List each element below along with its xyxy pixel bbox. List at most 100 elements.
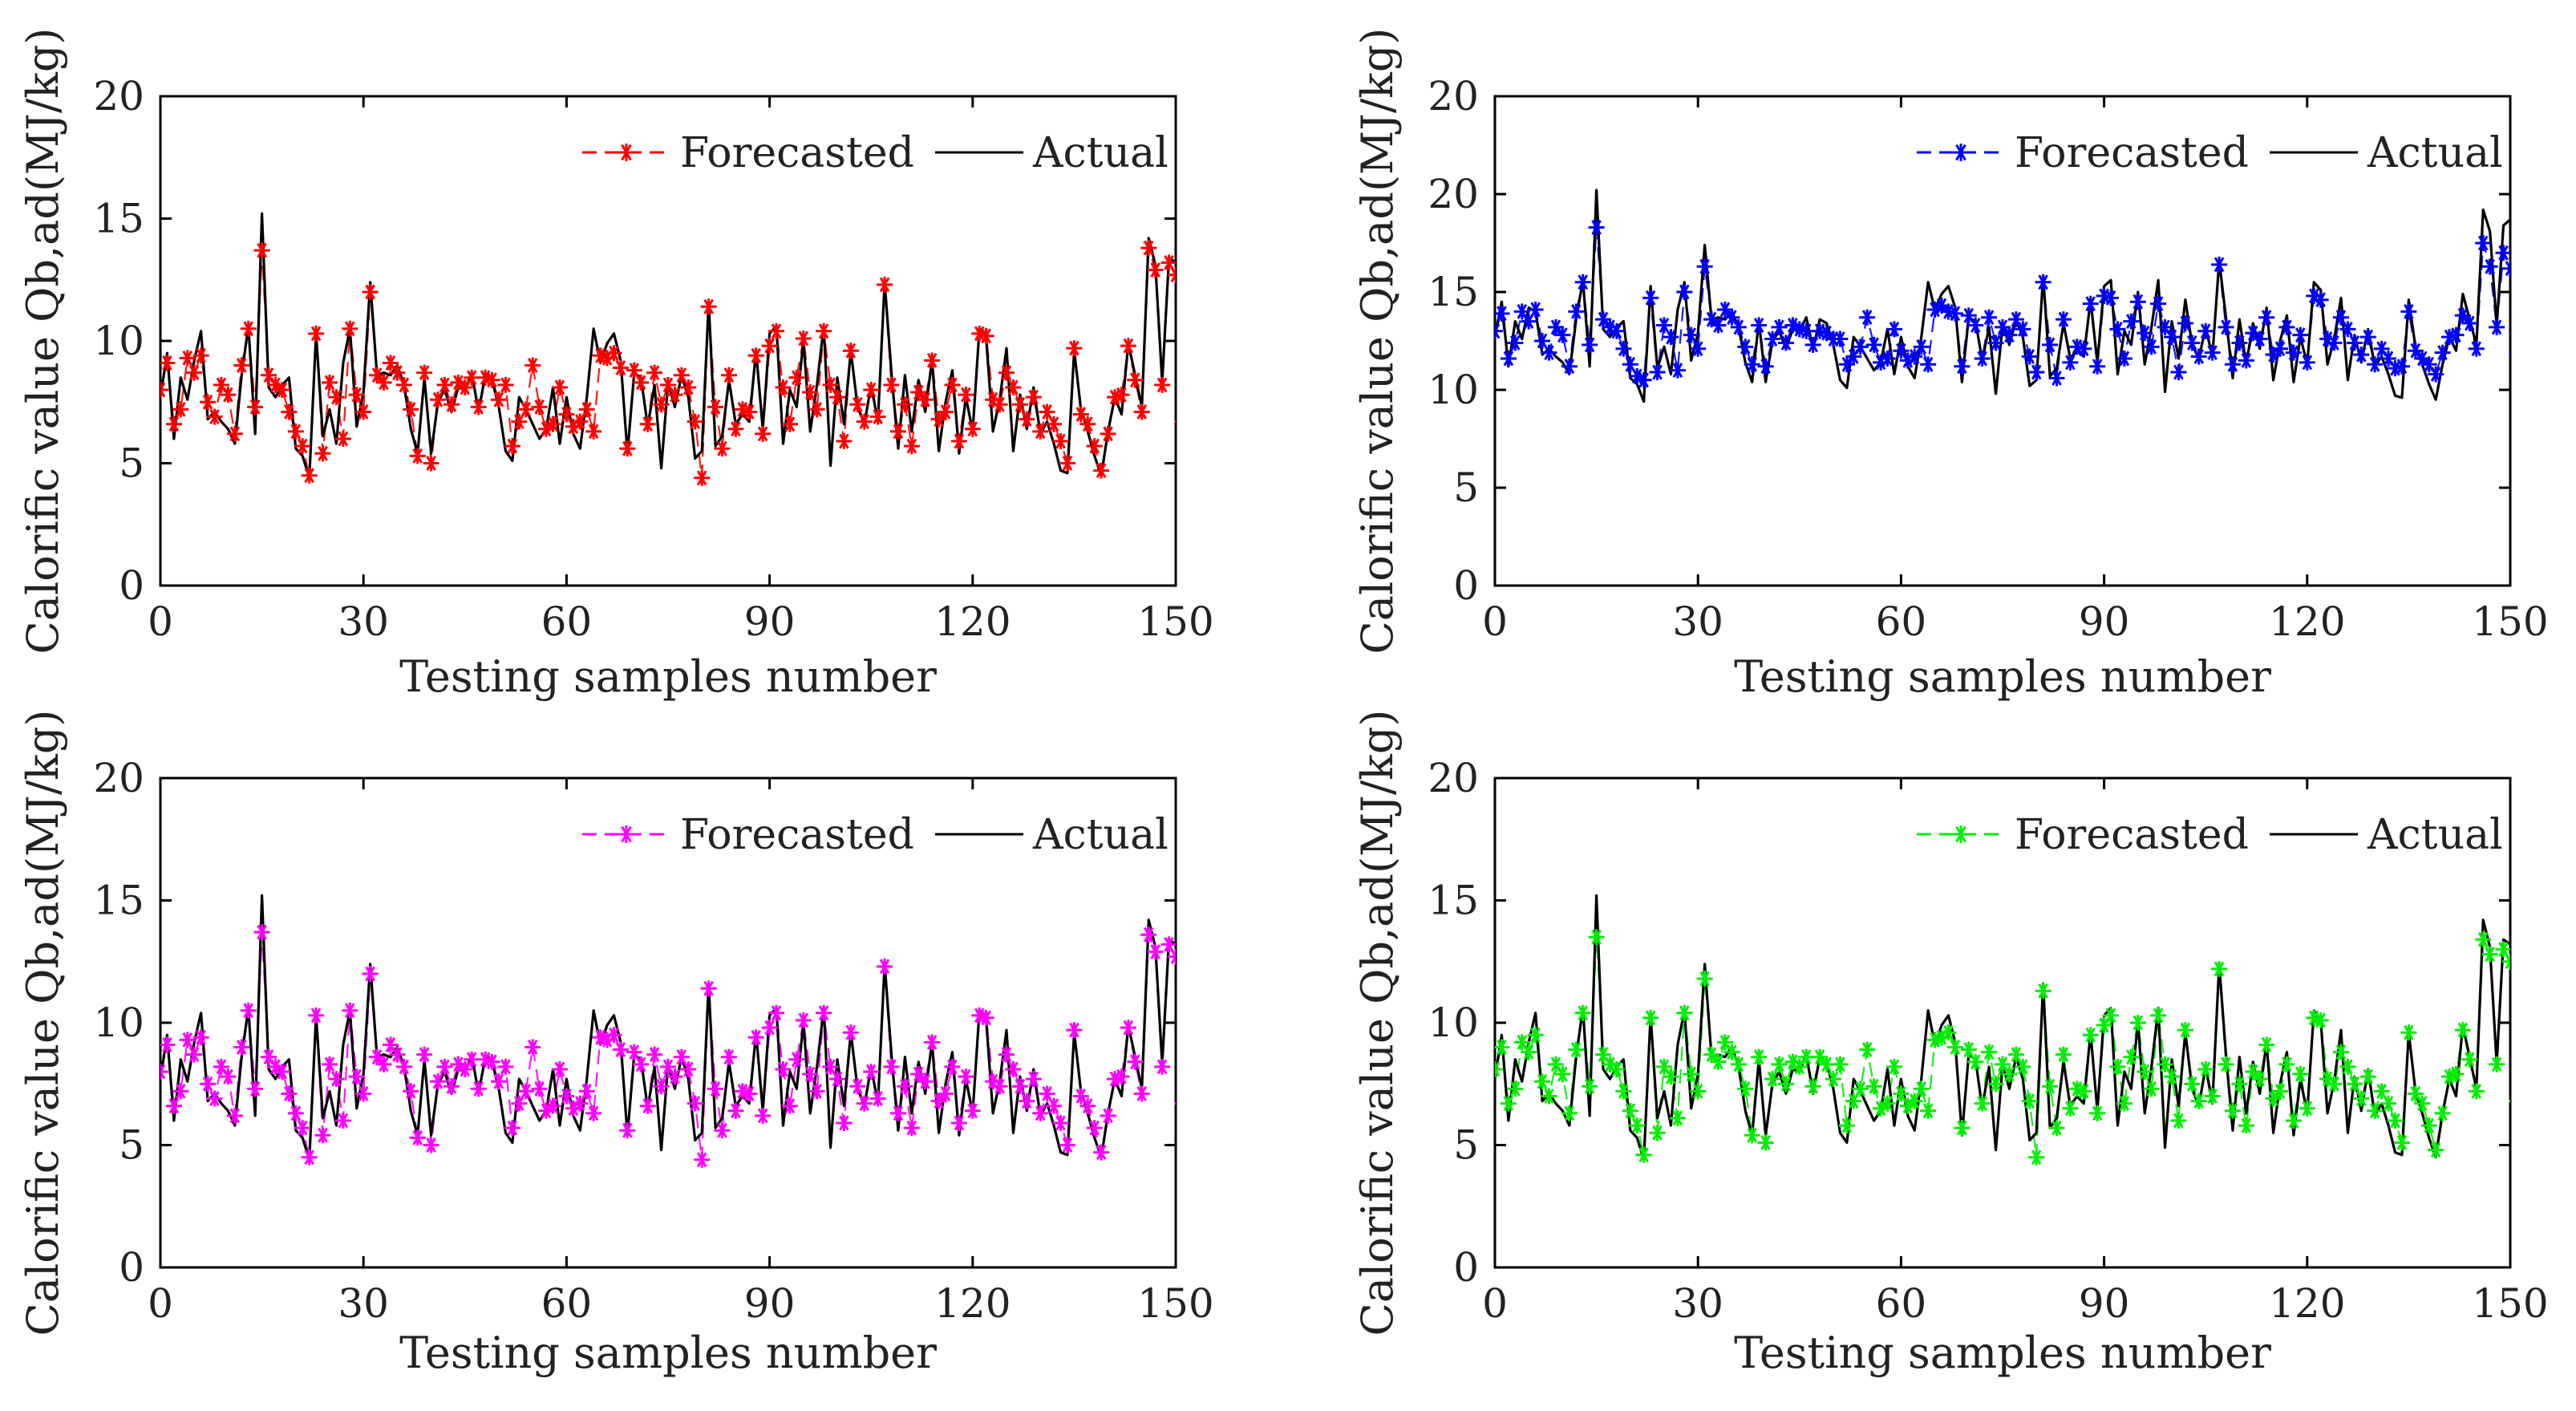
forecasted-point [1771, 318, 1788, 335]
forecasted-point [2177, 1022, 2193, 1039]
forecasted-point [2251, 1071, 2268, 1088]
forecasted-point [1946, 305, 1963, 322]
forecasted-point [1052, 1115, 1069, 1132]
plot-content [160, 212, 1176, 486]
legend-actual-label: Actual [1032, 811, 1169, 859]
legend-forecasted-label: Forecasted [680, 129, 914, 177]
forecasted-point [1777, 335, 1794, 351]
forecasted-point [646, 364, 663, 381]
forecasted-point [2028, 364, 2045, 381]
forecasted-point [1588, 929, 1605, 946]
forecasted-point [2042, 1078, 2059, 1095]
forecasted-point [1716, 301, 1733, 318]
forecasted-point [2441, 1068, 2458, 1085]
forecasted-point [179, 350, 196, 367]
forecasted-point [1981, 1044, 1998, 1060]
forecasted-point [1913, 1081, 1930, 1097]
forecasted-point [267, 1058, 284, 1075]
forecasted-point [2454, 1022, 2471, 1039]
forecasted-point [1771, 1056, 1788, 1072]
forecasted-point [2028, 1149, 2045, 1166]
forecasted-point [2129, 1015, 2146, 1031]
forecasted-point [1818, 325, 1835, 342]
forecasted-point [2468, 1083, 2485, 1100]
forecasted-point [1615, 1083, 1632, 1100]
forecasted-point [802, 1066, 819, 1083]
series-actual-line [160, 894, 1176, 1162]
forecasted-point [2076, 340, 2092, 357]
forecasted-point [2082, 295, 2099, 312]
forecasted-point [1960, 307, 1977, 324]
forecasted-point [1649, 1125, 1666, 1141]
forecasted-point [761, 338, 778, 355]
x-tick-label: 60 [541, 1280, 593, 1327]
forecasted-point [714, 440, 731, 457]
forecasted-point [2285, 1113, 2302, 1129]
forecasted-point [160, 382, 168, 398]
forecasted-point [958, 387, 974, 403]
forecasted-point [930, 411, 947, 428]
forecasted-point [1561, 1105, 1578, 1121]
forecasted-point [2007, 1046, 2024, 1063]
forecasted-point [2346, 1076, 2363, 1093]
forecasted-point [2489, 1056, 2505, 1072]
forecasted-point [342, 320, 358, 337]
forecasted-point [2502, 260, 2510, 277]
forecasted-point [375, 1056, 392, 1072]
forecasted-point [1154, 1058, 1171, 1075]
forecasted-point [525, 357, 541, 374]
forecasted-point [1025, 389, 1042, 406]
forecasted-point [2021, 348, 2038, 365]
forecasted-point [1920, 1102, 1937, 1119]
forecasted-point [2116, 350, 2132, 367]
forecasted-point [2224, 356, 2241, 373]
x-tick-label: 30 [1672, 1280, 1723, 1327]
x-tick-label: 150 [1137, 598, 1213, 645]
forecasted-point [2190, 348, 2207, 365]
forecasted-point [348, 1068, 365, 1085]
forecasted-point [2109, 1058, 2126, 1075]
forecasted-point [1635, 1146, 1652, 1163]
forecasted-point [206, 408, 223, 425]
forecasted-point [2055, 1046, 2072, 1063]
forecasted-point [1595, 311, 1612, 328]
y-tick-label: 15 [93, 196, 144, 242]
forecasted-point [2150, 1007, 2167, 1024]
forecasted-point [240, 1002, 257, 1019]
forecasted-point [470, 399, 487, 416]
forecasted-point [1879, 1095, 1896, 1112]
forecasted-point [978, 1009, 994, 1026]
forecasted-point [1608, 1060, 1625, 1077]
x-tick-label: 60 [1876, 598, 1927, 645]
chart-panel-4: 0 30 60 90 120 150 0 5 10 15 20 Testing samples num… [1352, 710, 2549, 1379]
forecasted-point [1140, 240, 1157, 257]
forecasted-point [788, 369, 805, 386]
forecasted-point [200, 1076, 217, 1093]
forecasted-point [1838, 1117, 1855, 1134]
forecasted-point [2434, 1105, 2451, 1121]
x-tick-label: 120 [934, 1280, 1011, 1327]
forecasted-point [2475, 235, 2492, 251]
forecasted-point [511, 413, 528, 430]
forecasted-point [1574, 274, 1591, 290]
forecasted-point [768, 322, 785, 339]
forecasted-point [287, 1105, 304, 1121]
forecasted-point [1127, 371, 1144, 388]
forecasted-point [978, 327, 994, 344]
x-tick-label: 0 [148, 1280, 173, 1327]
forecasted-point [1669, 1109, 1686, 1126]
forecasted-point [1005, 1060, 1022, 1077]
forecasted-point [172, 1083, 189, 1100]
forecasted-point [1649, 364, 1666, 381]
forecasted-point [1495, 1060, 1503, 1077]
forecasted-point [186, 1046, 203, 1063]
forecasted-point [342, 1002, 358, 1019]
forecasted-point [160, 1036, 176, 1053]
forecasted-point [1757, 358, 1774, 375]
forecasted-point [1663, 329, 1679, 346]
forecasted-point [551, 1060, 568, 1077]
forecasted-point [328, 389, 345, 406]
forecasted-point [775, 379, 792, 395]
forecasted-point [2190, 1093, 2207, 1109]
